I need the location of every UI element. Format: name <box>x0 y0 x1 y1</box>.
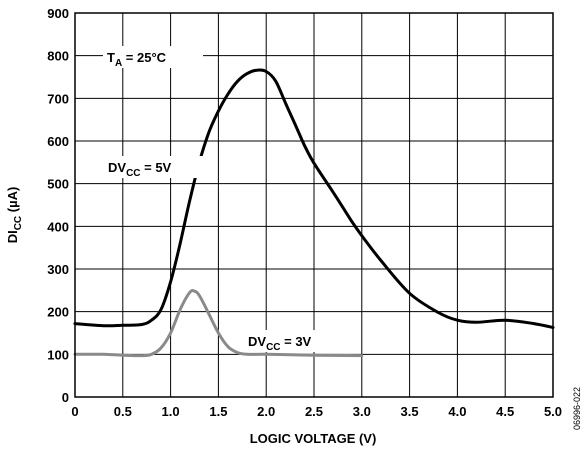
svg-text:DVCC = 3V: DVCC = 3V <box>248 334 312 353</box>
y-axis-label: DICC (µA) <box>5 187 24 244</box>
x-tick-label: 1.0 <box>162 404 180 419</box>
series-layer <box>73 68 555 358</box>
series-line-dvcc-5v <box>73 68 555 329</box>
y-tick-labels: 0 100 200 300 400 500 600 700 800 900 <box>47 6 69 405</box>
x-tick-label: 0.5 <box>114 404 132 419</box>
series-line-dvcc-3v <box>73 289 364 358</box>
x-tick-label: 5.0 <box>544 404 562 419</box>
x-tick-labels: 0 0.5 1.0 1.5 2.0 2.5 3.0 3.5 4.0 4.5 5.0 <box>71 404 562 419</box>
x-tick-label: 2.5 <box>305 404 323 419</box>
series-label-5v: DVCC = 5V <box>104 156 204 179</box>
y-tick-label: 800 <box>47 49 69 64</box>
y-tick-label: 0 <box>62 390 69 405</box>
x-tick-label: 4.5 <box>496 404 514 419</box>
y-tick-label: 900 <box>47 6 69 21</box>
figure-id: 06996-022 <box>572 387 582 430</box>
svg-text:TA = 25°C: TA = 25°C <box>107 50 167 69</box>
svg-text:DVCC = 5V: DVCC = 5V <box>108 160 172 179</box>
y-tick-label: 700 <box>47 91 69 106</box>
x-axis-label: LOGIC VOLTAGE (V) <box>250 431 377 446</box>
y-tick-label: 600 <box>47 134 69 149</box>
x-tick-label: 0 <box>71 404 78 419</box>
x-tick-label: 4.0 <box>448 404 466 419</box>
x-tick-label: 3.5 <box>401 404 419 419</box>
y-tick-label: 100 <box>47 347 69 362</box>
x-tick-label: 2.0 <box>257 404 275 419</box>
series-label-3v: DVCC = 3V <box>244 330 344 353</box>
annotation-temperature: TA = 25°C <box>103 46 203 69</box>
plot-frame <box>74 12 554 398</box>
x-tick-label: 3.0 <box>353 404 371 419</box>
y-tick-label: 300 <box>47 262 69 277</box>
x-tick-label: 1.5 <box>209 404 227 419</box>
y-tick-label: 400 <box>47 219 69 234</box>
y-tick-label: 500 <box>47 177 69 192</box>
y-tick-label: 200 <box>47 305 69 320</box>
